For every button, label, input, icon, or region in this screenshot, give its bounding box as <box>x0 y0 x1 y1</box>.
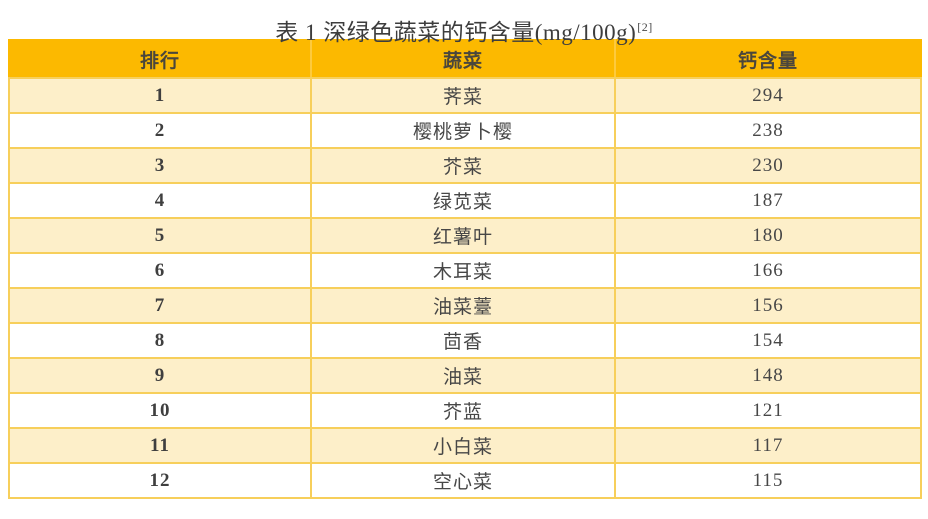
vegetable-cell: 芥菜 <box>310 147 616 184</box>
calcium-cell: 154 <box>614 322 922 359</box>
vegetable-cell: 樱桃萝卜樱 <box>310 112 616 149</box>
table-row: 10 芥蓝 121 <box>8 392 922 429</box>
rank-cell: 4 <box>8 182 312 219</box>
calcium-cell: 187 <box>614 182 922 219</box>
calcium-cell: 166 <box>614 252 922 289</box>
rank-cell: 5 <box>8 217 312 254</box>
header-calcium: 钙含量 <box>614 39 922 79</box>
calcium-cell: 238 <box>614 112 922 149</box>
table-row: 4 绿苋菜 187 <box>8 182 922 219</box>
vegetable-cell: 油菜 <box>310 357 616 394</box>
vegetable-cell: 芥蓝 <box>310 392 616 429</box>
table-row: 7 油菜薹 156 <box>8 287 922 324</box>
rank-cell: 12 <box>8 462 312 499</box>
calcium-cell: 180 <box>614 217 922 254</box>
table-row: 12 空心菜 115 <box>8 462 922 499</box>
table-row: 11 小白菜 117 <box>8 427 922 464</box>
rank-cell: 7 <box>8 287 312 324</box>
vegetable-cell: 红薯叶 <box>310 217 616 254</box>
table-row: 9 油菜 148 <box>8 357 922 394</box>
table-row: 6 木耳菜 166 <box>8 252 922 289</box>
rank-cell: 9 <box>8 357 312 394</box>
calcium-cell: 115 <box>614 462 922 499</box>
table-row: 8 茴香 154 <box>8 322 922 359</box>
calcium-content-table: 排行 蔬菜 钙含量 1 荠菜 294 2 樱桃萝卜樱 238 3 芥菜 230 … <box>8 39 922 499</box>
rank-cell: 1 <box>8 77 312 114</box>
vegetable-cell: 荠菜 <box>310 77 616 114</box>
vegetable-cell: 茴香 <box>310 322 616 359</box>
vegetable-cell: 空心菜 <box>310 462 616 499</box>
table-title-text: 表 1 深绿色蔬菜的钙含量(mg/100g) <box>275 20 637 45</box>
table-title: 表 1 深绿色蔬菜的钙含量(mg/100g)[2] <box>0 0 928 45</box>
rank-cell: 6 <box>8 252 312 289</box>
table-header: 排行 蔬菜 钙含量 <box>8 39 922 79</box>
header-row: 排行 蔬菜 钙含量 <box>8 39 922 79</box>
table-row: 2 樱桃萝卜樱 238 <box>8 112 922 149</box>
table-row: 3 芥菜 230 <box>8 147 922 184</box>
rank-cell: 11 <box>8 427 312 464</box>
header-vegetable: 蔬菜 <box>310 39 616 79</box>
reference-superscript: [2] <box>637 20 653 35</box>
vegetable-cell: 油菜薹 <box>310 287 616 324</box>
header-rank: 排行 <box>8 39 312 79</box>
calcium-cell: 156 <box>614 287 922 324</box>
rank-cell: 10 <box>8 392 312 429</box>
rank-cell: 8 <box>8 322 312 359</box>
calcium-cell: 294 <box>614 77 922 114</box>
rank-cell: 3 <box>8 147 312 184</box>
rank-cell: 2 <box>8 112 312 149</box>
table-body: 1 荠菜 294 2 樱桃萝卜樱 238 3 芥菜 230 4 绿苋菜 1 87 … <box>8 77 922 499</box>
table-row: 1 荠菜 294 <box>8 77 922 114</box>
calcium-cell: 148 <box>614 357 922 394</box>
calcium-cell: 121 <box>614 392 922 429</box>
table-row: 5 红薯叶 180 <box>8 217 922 254</box>
calcium-cell: 117 <box>614 427 922 464</box>
vegetable-cell: 绿苋菜 <box>310 182 616 219</box>
vegetable-cell: 小白菜 <box>310 427 616 464</box>
calcium-cell: 230 <box>614 147 922 184</box>
vegetable-cell: 木耳菜 <box>310 252 616 289</box>
